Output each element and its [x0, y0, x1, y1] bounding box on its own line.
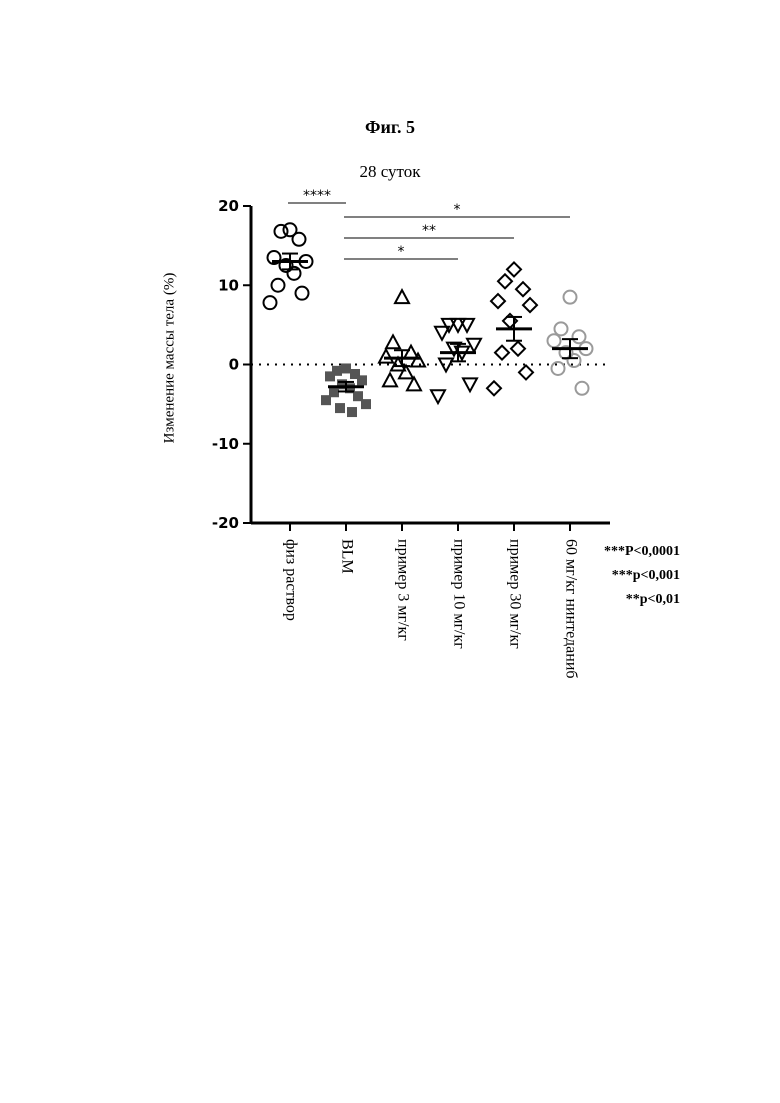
data-point [264, 296, 277, 309]
data-point [555, 322, 568, 335]
y-tick-label: 10 [218, 276, 239, 294]
data-point [573, 330, 586, 343]
significance-label: * [398, 244, 405, 260]
data-point [275, 225, 288, 238]
note-p01: **p<0,01 [570, 588, 680, 612]
data-point [296, 287, 309, 300]
data-point [325, 371, 335, 381]
data-point [511, 342, 525, 356]
y-tick-label: -10 [212, 435, 239, 453]
y-tick-label: -20 [212, 514, 239, 532]
data-point [487, 381, 501, 395]
data-point [498, 274, 512, 288]
x-tick-label: пример 3 мг/кг [394, 539, 411, 641]
data-point [347, 407, 357, 417]
data-point [383, 373, 397, 386]
data-point [491, 294, 505, 308]
data-point [495, 346, 509, 360]
data-point [272, 279, 285, 292]
significance-label: ** [422, 223, 436, 239]
data-point [357, 375, 367, 385]
x-tick-label: пример 30 мг/кг [506, 539, 523, 649]
data-point [507, 262, 521, 276]
data-point [411, 354, 425, 367]
data-point [341, 363, 351, 373]
data-point [548, 334, 561, 347]
x-tick-label: пример 10 мг/кг [450, 539, 467, 649]
data-point [379, 350, 393, 363]
data-point [552, 362, 565, 375]
y-tick-label: 20 [218, 197, 239, 215]
note-p001: ***p<0,001 [570, 564, 680, 588]
significance-notes: ***P<0,0001 ***p<0,001 **p<0,01 [570, 540, 680, 612]
note-p0001: ***P<0,0001 [570, 540, 680, 564]
x-tick-label: физ раствор [282, 539, 299, 621]
data-point [335, 403, 345, 413]
data-point [293, 233, 306, 246]
data-point [395, 290, 409, 303]
data-point [386, 335, 400, 348]
y-tick-label: 0 [229, 356, 239, 374]
data-point [519, 365, 533, 379]
data-point [321, 395, 331, 405]
data-point [467, 339, 481, 352]
data-point [431, 390, 445, 403]
data-point [523, 298, 537, 312]
data-point [576, 382, 589, 395]
data-point [435, 327, 449, 340]
data-point [564, 291, 577, 304]
x-tick-label: BLM [338, 539, 355, 574]
significance-label: * [454, 202, 461, 218]
data-point [463, 378, 477, 391]
data-point [516, 282, 530, 296]
data-point [361, 399, 371, 409]
significance-label: **** [303, 188, 331, 204]
